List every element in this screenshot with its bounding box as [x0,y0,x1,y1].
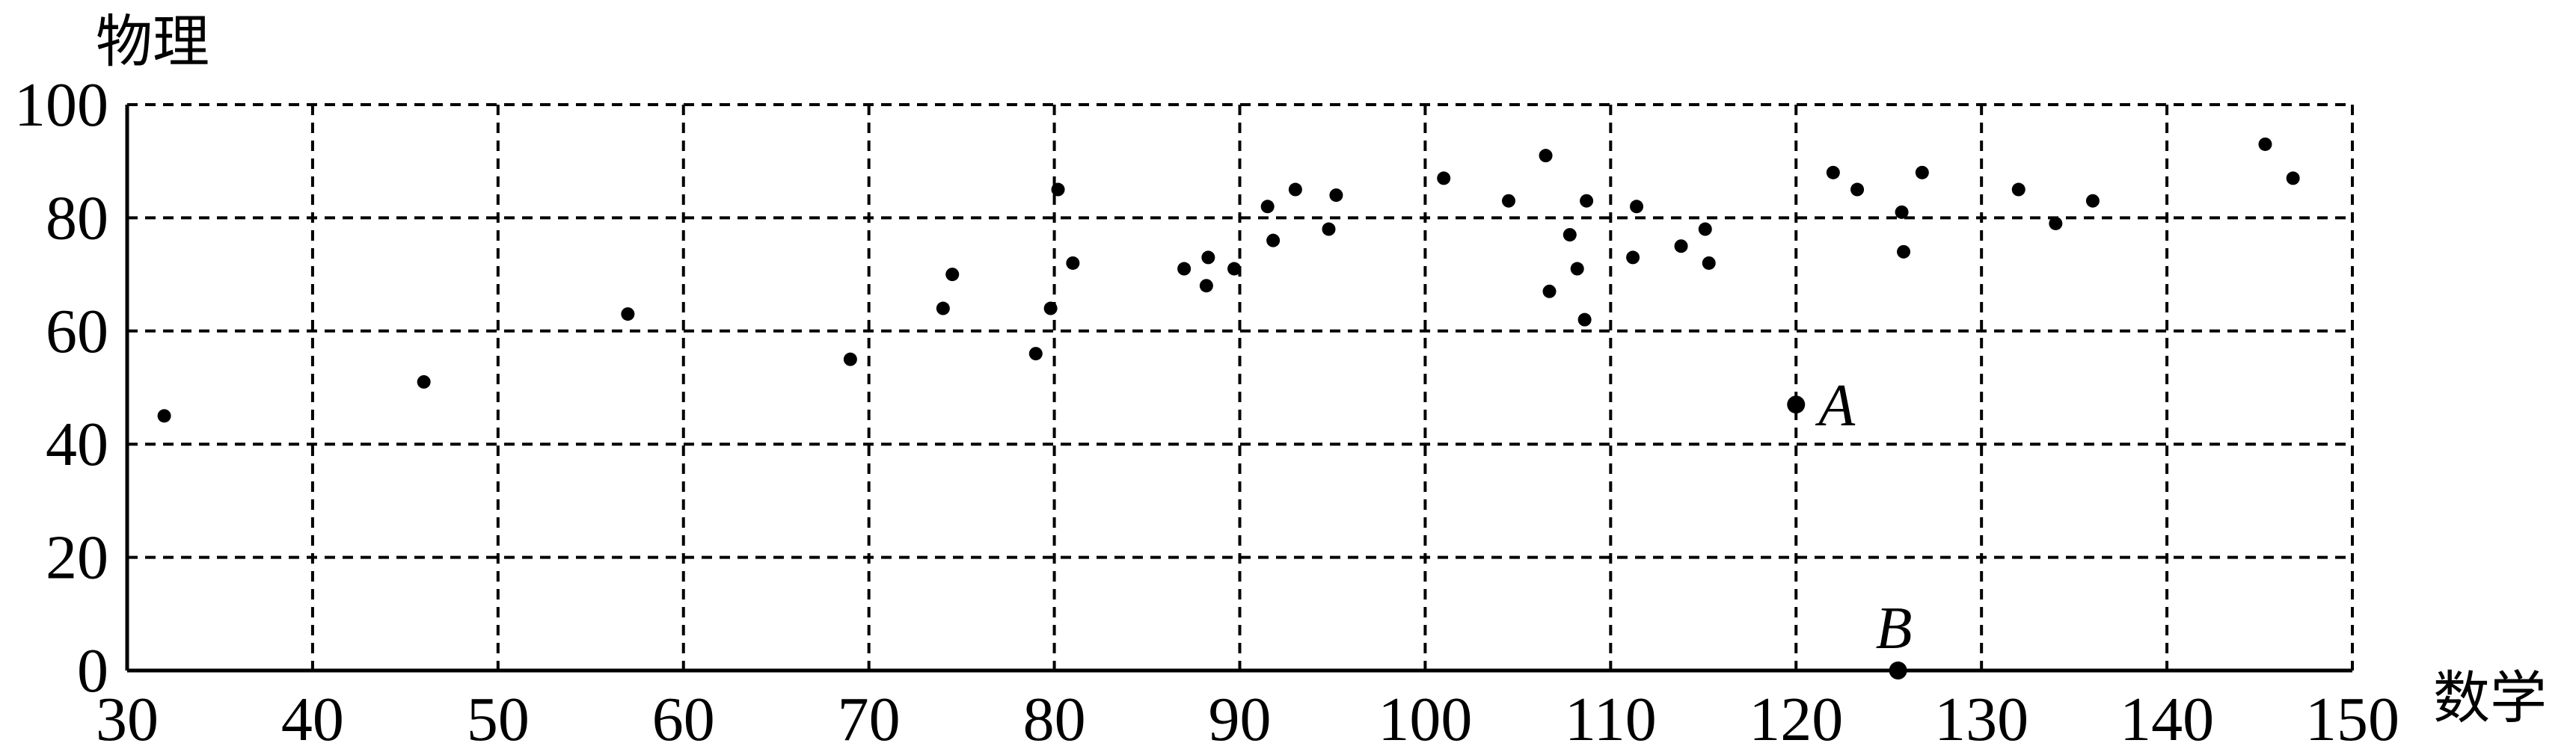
data-point [1329,188,1343,203]
data-point [1437,171,1451,185]
data-point [157,409,171,423]
grid-lines [127,103,2354,671]
data-point [1542,284,1557,298]
data-point [1626,250,1640,265]
data-point [1260,200,1275,214]
y-tick-label: 0 [77,636,108,706]
data-point [1702,256,1716,270]
x-tick-label: 30 [96,685,159,749]
data-point [945,268,960,282]
data-point [1501,194,1515,208]
data-point [1227,262,1242,276]
y-tick-label: 40 [46,410,108,479]
x-tick-label: 100 [1378,685,1472,749]
data-point [1698,222,1712,236]
x-tick-label: 150 [2305,685,2399,749]
x-tick-label: 90 [1209,685,1272,749]
data-point [2286,171,2300,185]
data-point [2258,137,2272,151]
data-point [2011,182,2025,197]
y-tick-label: 80 [46,183,108,253]
labeled-point-b [1889,662,1907,679]
axes [125,105,2352,673]
data-point [1570,262,1584,276]
data-point [1177,262,1192,276]
labeled-point-a [1787,395,1806,414]
data-point [1322,222,1336,236]
x-tick-label: 60 [652,685,715,749]
point-label-a: A [1815,373,1856,439]
y-tick-label: 20 [46,523,108,593]
data-point [621,307,635,321]
y-axis-label: 物理 [96,8,209,75]
point-labels: AB [1815,373,1912,662]
data-point [1028,347,1043,361]
data-point [1201,250,1215,265]
data-point [1897,244,1911,259]
x-tick-label: 110 [1565,685,1657,749]
data-point [1288,182,1302,197]
x-tick-label: 120 [1749,685,1843,749]
y-tick-label: 60 [46,297,108,366]
x-tick-label: 80 [1023,685,1086,749]
tick-labels: 30 40 50 60 70 80 90 100 110 120 130 140 150 0 20 40 60 8… [14,70,2399,749]
data-point [1895,205,1909,219]
data-point [936,301,950,315]
data-point [1563,228,1577,242]
data-point [1630,200,1644,214]
data-point [2049,216,2063,230]
y-tick-label: 100 [14,70,108,140]
data-point [1826,165,1840,179]
data-point [1043,301,1058,315]
data-points [157,137,2300,679]
x-tick-label: 40 [281,685,344,749]
data-point [1674,239,1688,253]
x-tick-label: 70 [838,685,901,749]
data-point [1199,279,1213,293]
data-point [1915,165,1929,179]
data-point [1539,149,1553,163]
data-point [1577,312,1592,327]
data-point [1066,256,1080,270]
data-point [2085,194,2100,208]
x-tick-label: 50 [467,685,530,749]
data-point [1850,182,1865,197]
data-point [843,352,857,366]
data-point [1266,233,1281,247]
x-tick-label: 140 [2120,685,2214,749]
data-point [1051,182,1065,197]
data-point [1580,194,1594,208]
data-point [417,374,431,389]
point-label-b: B [1876,596,1913,662]
x-axis-label: 数学 [2433,665,2547,731]
x-tick-label: 130 [1934,685,2028,749]
